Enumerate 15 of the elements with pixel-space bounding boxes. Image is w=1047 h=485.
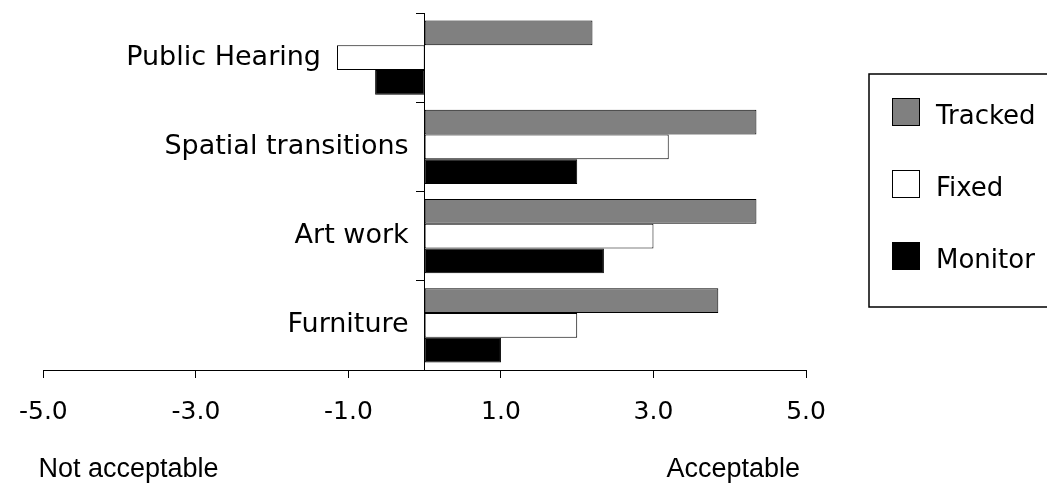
text: Not acceptable	[38, 453, 219, 484]
y-tick-label: Public Hearing	[126, 39, 321, 71]
x-tick-label: -5.0	[19, 395, 68, 425]
x-tick-label: -3.0	[171, 395, 221, 425]
x-tick-label: 3.0	[633, 395, 674, 425]
x-tick-label: 5.0	[786, 395, 826, 425]
x-tick-label: 1.0	[481, 395, 521, 425]
legend-label: Monitor	[936, 243, 1036, 274]
y-tick-label: Spatial transitions	[164, 128, 409, 160]
legend-label: Tracked	[935, 99, 1036, 130]
y-tick-label: Art work	[294, 218, 410, 250]
x-tick-label: -1.0	[324, 395, 373, 425]
legend-label: Fixed	[936, 171, 1004, 202]
text: Acceptable	[666, 453, 800, 484]
y-tick-label: Furniture	[287, 307, 409, 339]
